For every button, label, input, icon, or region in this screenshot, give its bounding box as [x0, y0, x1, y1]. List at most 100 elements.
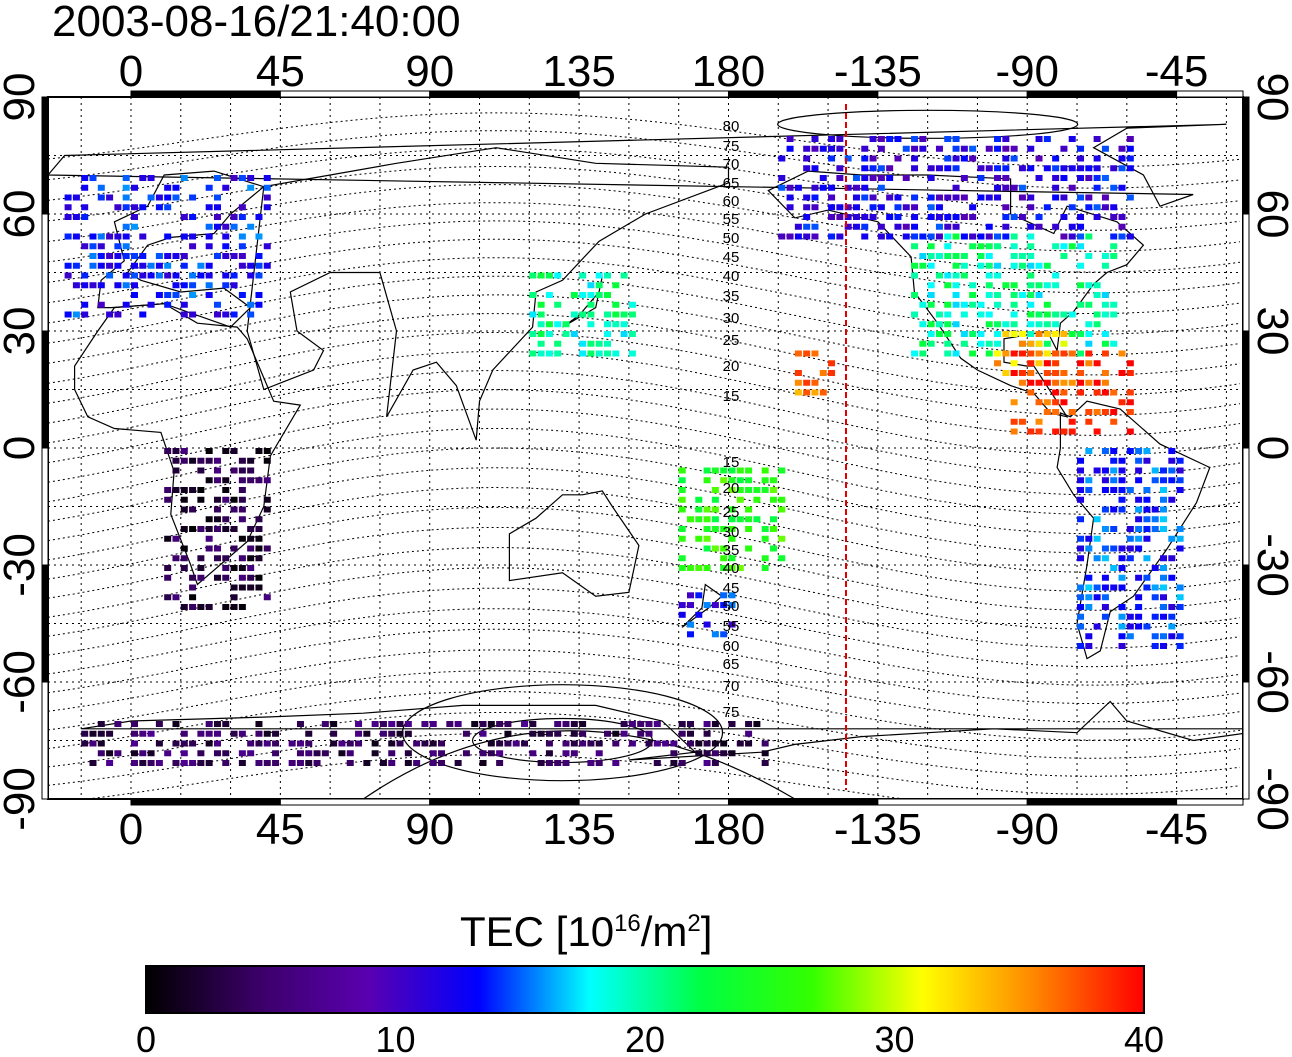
tec-cell [1126, 233, 1134, 240]
tec-cell [1010, 253, 1018, 259]
tec-cell [1160, 487, 1168, 493]
tec-cell [1077, 516, 1085, 523]
tec-cell [977, 253, 985, 259]
tec-cell [745, 506, 753, 513]
tec-cell [263, 506, 271, 513]
tec-cell [97, 301, 105, 308]
tec-cell [263, 730, 271, 737]
tec-cell [852, 223, 860, 230]
tec-cell [1027, 204, 1035, 211]
tec-cell [969, 331, 977, 337]
tec-cell [1043, 311, 1051, 318]
tec-cell [637, 721, 645, 727]
tec-cell [919, 136, 927, 142]
tec-cell [761, 467, 769, 474]
tec-cell [745, 487, 753, 493]
tec-cell [330, 740, 338, 747]
tec-cell [230, 253, 238, 259]
tec-cell [114, 253, 122, 259]
contour-label-north: 40 [723, 268, 740, 285]
tec-cell [189, 272, 197, 279]
tec-cell [745, 545, 753, 552]
tec-cell [952, 214, 960, 220]
tec-cell [1093, 311, 1101, 318]
tec-cell [1101, 389, 1109, 396]
tec-cell [1093, 184, 1101, 191]
tec-cell [545, 272, 553, 279]
tec-cell [960, 331, 968, 337]
tec-cell [1110, 301, 1118, 308]
tec-cell [1118, 370, 1126, 376]
tec-cell [786, 136, 794, 142]
tec-cell [379, 721, 387, 727]
tec-cell [612, 350, 620, 357]
tec-cell [1002, 204, 1010, 211]
tec-cell [711, 750, 719, 757]
contour-label-north: 45 [723, 249, 740, 266]
tec-cell [213, 175, 221, 181]
tec-cell [537, 311, 545, 318]
tec-cell [1060, 379, 1068, 386]
tec-cell [1093, 155, 1101, 162]
tec-cell [828, 360, 836, 367]
tec-cell [213, 457, 221, 464]
tec-cell [927, 194, 935, 201]
tec-cell [935, 204, 943, 211]
tec-cell [886, 165, 894, 172]
coastline [81, 700, 1243, 761]
tec-cell [213, 194, 221, 201]
tec-cell [952, 155, 960, 162]
tec-cell [720, 602, 728, 609]
tec-cell [811, 194, 819, 201]
tec-cell [554, 340, 562, 347]
tec-cell [1052, 165, 1060, 172]
tec-cell [1085, 204, 1093, 211]
tec-cell [728, 565, 736, 571]
tec-cell [230, 282, 238, 289]
tec-cell [1160, 565, 1168, 571]
tec-cell [139, 272, 147, 279]
tec-cell [554, 721, 562, 727]
tec-cell [678, 730, 686, 737]
tec-cell [122, 204, 130, 211]
tec-cell [1093, 214, 1101, 220]
tec-cell [1118, 467, 1126, 474]
tec-cell [686, 592, 694, 599]
tec-cell [894, 155, 902, 162]
tec-cell [952, 321, 960, 328]
tec-cell [1018, 194, 1026, 201]
tec-cell [852, 214, 860, 220]
tec-cell [64, 233, 72, 240]
tec-cell [1151, 584, 1159, 591]
tec-cell [1135, 574, 1143, 581]
tec-cell [994, 340, 1002, 347]
tec-cell [1077, 175, 1085, 181]
tec-cell [230, 604, 238, 610]
tec-cell [189, 574, 197, 581]
tec-cell [122, 301, 130, 308]
tec-cell [1118, 214, 1126, 220]
tec-cell [222, 243, 230, 250]
tec-cell [1126, 194, 1134, 201]
tec-cell [238, 457, 246, 464]
tec-cell [894, 223, 902, 230]
tec-cell [977, 311, 985, 318]
tec-cell [960, 253, 968, 259]
colorbar-tick-label: 30 [874, 1019, 914, 1057]
tec-cell [114, 243, 122, 250]
tec-cell [545, 321, 553, 328]
tec-cell [711, 487, 719, 493]
tec-cell [1118, 613, 1126, 620]
tec-cell [911, 262, 919, 269]
contour-label-north: 50 [723, 230, 740, 247]
tec-cell [263, 175, 271, 181]
tec-cell [1118, 545, 1126, 552]
tec-cell [695, 740, 703, 747]
tec-cell [1101, 506, 1109, 513]
tec-cell [1010, 370, 1018, 376]
tec-cell [97, 253, 105, 259]
tec-cell [180, 565, 188, 571]
tec-cell [1002, 145, 1010, 152]
tec-cell [529, 750, 537, 757]
tec-cell [1126, 487, 1134, 493]
